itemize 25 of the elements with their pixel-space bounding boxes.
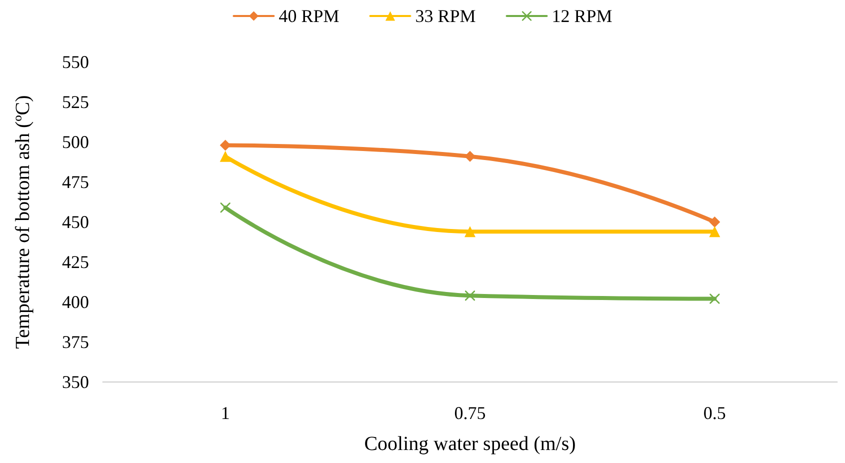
y-tick-label: 450 [62, 212, 89, 232]
y-axis-title: Temperature of bottom ash (ºC) [12, 95, 34, 349]
y-tick-label: 425 [62, 252, 89, 272]
x-axis-title: Cooling water speed (m/s) [364, 433, 576, 455]
point [709, 216, 720, 228]
point [464, 150, 476, 162]
y-tick-label: 525 [62, 92, 89, 112]
point [710, 294, 720, 304]
x-tick-label: 0.5 [703, 403, 726, 423]
y-tick-label: 400 [62, 292, 89, 312]
x-tick-label: 0.75 [454, 403, 486, 423]
legend-label: 40 RPM [278, 6, 340, 26]
x-tick-label: 1 [220, 403, 230, 423]
legend-label: 12 RPM [552, 6, 612, 26]
y-tick-label: 500 [62, 132, 89, 152]
legend-label: 33 RPM [415, 6, 476, 26]
y-tick-label: 350 [62, 372, 89, 392]
y-tick-label: 550 [62, 52, 89, 72]
y-tick-label: 375 [62, 332, 89, 352]
point [464, 226, 476, 238]
point [465, 290, 475, 301]
y-tick-label: 475 [62, 172, 89, 192]
point [709, 226, 720, 238]
point [220, 202, 230, 213]
point [220, 150, 231, 162]
